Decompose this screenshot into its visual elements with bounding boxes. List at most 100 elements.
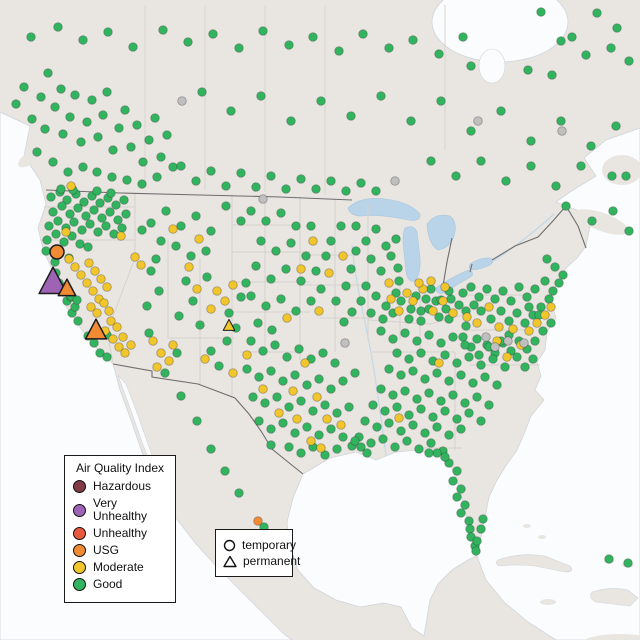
station-dot-good[interactable] xyxy=(514,282,524,292)
station-dot-good[interactable] xyxy=(174,311,184,321)
station-dot-good[interactable] xyxy=(432,422,442,432)
station-dot-good[interactable] xyxy=(302,422,312,432)
station-dot-good[interactable] xyxy=(120,105,130,115)
station-dot-good[interactable] xyxy=(284,442,294,452)
station-dot-good[interactable] xyxy=(311,266,321,276)
station-dot-good[interactable] xyxy=(291,306,301,316)
station-dot-moderate[interactable] xyxy=(82,278,92,288)
station-dot-good[interactable] xyxy=(266,424,276,434)
station-dot-good[interactable] xyxy=(26,32,36,42)
station-dot-good[interactable] xyxy=(362,448,372,458)
station-dot-good[interactable] xyxy=(586,141,596,151)
station-dot-good[interactable] xyxy=(524,302,534,312)
station-dot-moderate[interactable] xyxy=(448,308,458,318)
station-dot-good[interactable] xyxy=(436,396,446,406)
station-dot-good[interactable] xyxy=(65,112,75,122)
station-dot-good[interactable] xyxy=(384,364,394,374)
station-dot-good[interactable] xyxy=(144,135,154,145)
station-dot-moderate[interactable] xyxy=(322,414,332,424)
station-dot-good[interactable] xyxy=(11,99,21,109)
station-dot-good[interactable] xyxy=(408,420,418,430)
station-dot-good[interactable] xyxy=(526,161,536,171)
temporary-station-marker[interactable] xyxy=(49,244,65,260)
station-dot-good[interactable] xyxy=(256,236,266,246)
station-dot-good[interactable] xyxy=(456,370,466,380)
station-dot-good[interactable] xyxy=(391,234,401,244)
station-dot-good[interactable] xyxy=(144,328,154,338)
station-dot-moderate[interactable] xyxy=(296,264,306,274)
station-dot-good[interactable] xyxy=(284,402,294,412)
station-dot-good[interactable] xyxy=(540,276,550,286)
station-dot-good[interactable] xyxy=(132,120,142,130)
station-dot-good[interactable] xyxy=(206,166,216,176)
station-dot-good[interactable] xyxy=(484,400,494,410)
station-dot-good[interactable] xyxy=(444,376,454,386)
station-dot-good[interactable] xyxy=(42,235,52,245)
station-dot-good[interactable] xyxy=(530,336,540,346)
station-dot-moderate[interactable] xyxy=(61,227,71,237)
station-dot-good[interactable] xyxy=(236,292,246,302)
station-dot-good[interactable] xyxy=(272,392,282,402)
station-dot-good[interactable] xyxy=(432,368,442,378)
station-dot-good[interactable] xyxy=(326,236,336,246)
station-dot-good[interactable] xyxy=(258,26,268,36)
station-dot-nodata[interactable] xyxy=(258,194,268,204)
station-dot-good[interactable] xyxy=(492,380,502,390)
station-dot-good[interactable] xyxy=(360,416,370,426)
station-dot-good[interactable] xyxy=(330,358,340,368)
station-dot-good[interactable] xyxy=(191,211,201,221)
station-dot-good[interactable] xyxy=(371,224,381,234)
station-dot-good[interactable] xyxy=(41,246,51,256)
station-dot-good[interactable] xyxy=(421,294,431,304)
station-dot-good[interactable] xyxy=(371,291,381,301)
station-dot-good[interactable] xyxy=(89,338,99,348)
station-dot-good[interactable] xyxy=(420,428,430,438)
station-dot-moderate[interactable] xyxy=(338,251,348,261)
station-dot-good[interactable] xyxy=(251,261,261,271)
station-dot-good[interactable] xyxy=(412,336,422,346)
station-dot-good[interactable] xyxy=(414,444,424,454)
station-dot-good[interactable] xyxy=(102,352,112,362)
station-dot-good[interactable] xyxy=(416,404,426,414)
station-dot-good[interactable] xyxy=(416,316,426,326)
station-dot-moderate[interactable] xyxy=(428,306,438,316)
station-dot-good[interactable] xyxy=(103,27,113,37)
station-dot-good[interactable] xyxy=(92,186,102,196)
station-dot-good[interactable] xyxy=(261,216,271,226)
station-dot-moderate[interactable] xyxy=(102,282,112,292)
station-dot-good[interactable] xyxy=(623,558,633,568)
station-dot-good[interactable] xyxy=(92,167,102,177)
station-dot-good[interactable] xyxy=(308,32,318,42)
station-dot-good[interactable] xyxy=(271,246,281,256)
station-dot-good[interactable] xyxy=(151,254,161,264)
station-dot-moderate[interactable] xyxy=(156,348,166,358)
station-dot-good[interactable] xyxy=(95,348,105,358)
station-dot-good[interactable] xyxy=(32,147,42,157)
station-dot-good[interactable] xyxy=(234,488,244,498)
station-dot-good[interactable] xyxy=(53,216,63,226)
station-dot-moderate[interactable] xyxy=(440,282,450,292)
station-dot-good[interactable] xyxy=(392,348,402,358)
station-dot-good[interactable] xyxy=(258,346,268,356)
station-dot-good[interactable] xyxy=(400,328,410,338)
station-dot-moderate[interactable] xyxy=(200,354,210,364)
station-dot-good[interactable] xyxy=(440,350,450,360)
station-dot-good[interactable] xyxy=(496,106,506,116)
station-dot-good[interactable] xyxy=(396,426,406,436)
station-dot-good[interactable] xyxy=(556,36,566,46)
station-dot-good[interactable] xyxy=(176,391,186,401)
station-dot-good[interactable] xyxy=(452,414,462,424)
station-dot-good[interactable] xyxy=(434,312,444,322)
station-dot-moderate[interactable] xyxy=(168,340,178,350)
station-dot-good[interactable] xyxy=(350,436,360,446)
station-dot-moderate[interactable] xyxy=(312,392,322,402)
station-dot-good[interactable] xyxy=(220,466,230,476)
station-dot-good[interactable] xyxy=(281,264,291,274)
station-dot-good[interactable] xyxy=(488,354,498,364)
station-dot-good[interactable] xyxy=(48,207,58,217)
station-dot-good[interactable] xyxy=(424,448,434,458)
station-dot-moderate[interactable] xyxy=(402,288,412,298)
station-dot-good[interactable] xyxy=(448,476,458,486)
station-dot-good[interactable] xyxy=(152,172,162,182)
station-dot-good[interactable] xyxy=(339,317,349,327)
